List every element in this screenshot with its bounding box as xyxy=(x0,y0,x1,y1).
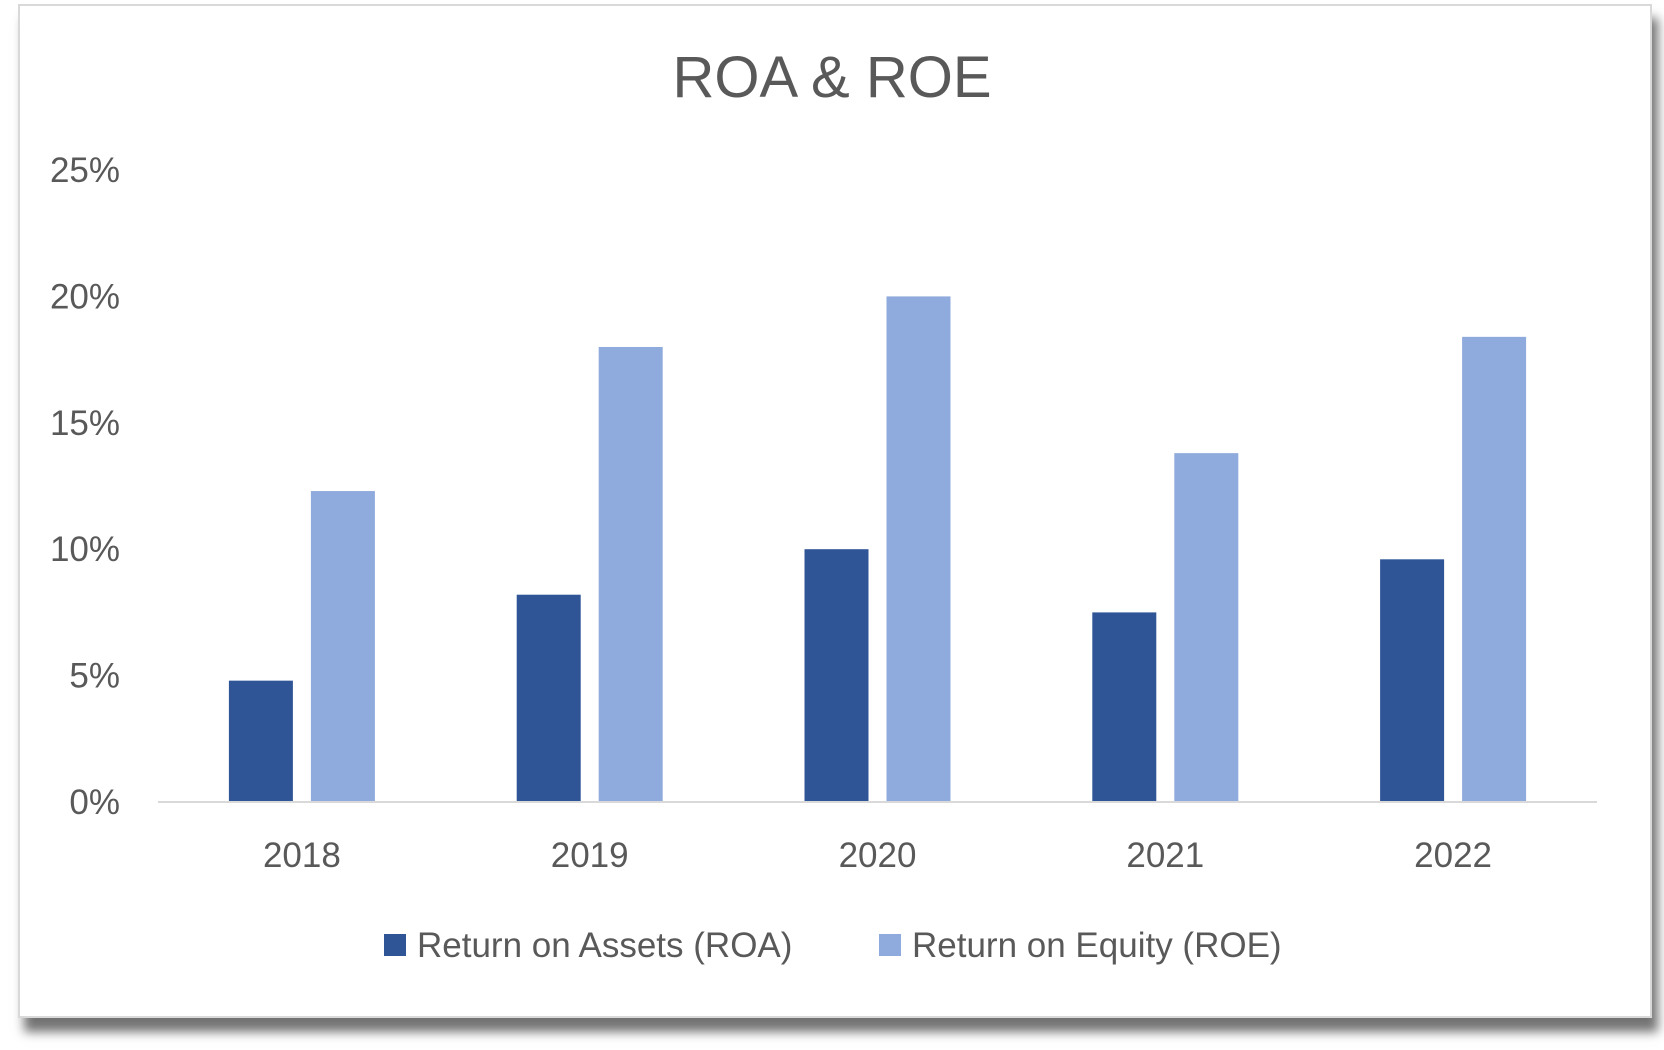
bar-roe-2021 xyxy=(1174,453,1239,802)
y-tick-label: 25% xyxy=(50,151,120,190)
bar-roa-2022 xyxy=(1380,559,1445,802)
bars xyxy=(228,296,1527,802)
x-tick-label: 2022 xyxy=(1414,836,1492,875)
chart-title: ROA & ROE xyxy=(672,45,991,110)
legend-swatch xyxy=(879,934,901,956)
chart-frame xyxy=(18,4,1652,1018)
x-tick-label: 2021 xyxy=(1126,836,1204,875)
bar-roa-2018 xyxy=(228,680,293,802)
y-tick-label: 10% xyxy=(50,530,120,569)
bar-roa-2021 xyxy=(1092,612,1157,802)
y-tick-label: 20% xyxy=(50,277,120,316)
bar-roa-2019 xyxy=(516,594,581,802)
bar-roe-2020 xyxy=(886,296,951,802)
bar-roa-2020 xyxy=(804,549,869,802)
legend-label: Return on Equity (ROE) xyxy=(912,926,1282,965)
y-tick-label: 0% xyxy=(69,783,120,822)
x-tick-label: 2019 xyxy=(551,836,629,875)
x-tick-label: 2018 xyxy=(263,836,341,875)
legend: Return on Assets (ROA) Return on Equity (… xyxy=(384,926,1282,965)
bar-roe-2022 xyxy=(1462,336,1527,802)
bar-roe-2019 xyxy=(598,346,663,802)
y-axis: 0% 5% 10% 15% 20% 25% xyxy=(50,151,120,822)
legend-swatch xyxy=(384,934,406,956)
x-axis: 2018 2019 2020 2021 2022 xyxy=(263,836,1492,875)
y-tick-label: 5% xyxy=(69,657,120,696)
legend-label: Return on Assets (ROA) xyxy=(417,926,792,965)
x-tick-label: 2020 xyxy=(839,836,917,875)
y-tick-label: 15% xyxy=(50,404,120,443)
bar-roe-2018 xyxy=(310,491,375,802)
